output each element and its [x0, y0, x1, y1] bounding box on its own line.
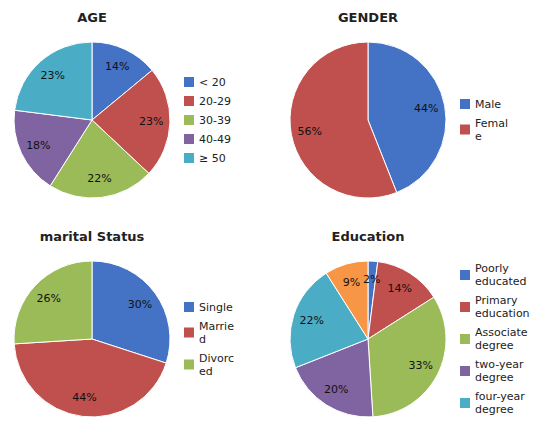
- data-label: 30%: [128, 298, 152, 311]
- slices: [14, 261, 170, 417]
- legend-entry: Male: [475, 98, 501, 111]
- legend-entry: Poorlyeducated: [475, 262, 527, 288]
- legend-entry: Female: [475, 117, 508, 143]
- chart-title: GENDER: [338, 10, 398, 25]
- legend-swatch: [184, 77, 194, 87]
- legend-entry: Associatedegree: [475, 326, 528, 352]
- chart-title: Education: [332, 229, 405, 244]
- legend-entry: ≥ 50: [199, 152, 226, 165]
- slices: [290, 42, 446, 198]
- legend-swatch: [460, 302, 470, 312]
- legend-swatch: [184, 134, 194, 144]
- data-label: 33%: [409, 359, 433, 372]
- legend-swatch: [460, 398, 470, 408]
- data-label: 14%: [105, 60, 129, 73]
- legend-entry: 30-39: [199, 114, 231, 127]
- pie-slice: [14, 261, 92, 344]
- pie-slice: [14, 339, 166, 417]
- legend-entry: Divorced: [199, 352, 234, 378]
- slice-labels: 14% 23% 22% 18% 23%: [26, 60, 163, 185]
- data-label: 44%: [414, 102, 438, 115]
- legend-swatch: [184, 302, 194, 312]
- legend: Poorlyeducated Primaryeducation Associated…: [460, 262, 530, 416]
- legend: < 20 20-29 30-39 40-49 ≥ 50: [184, 76, 231, 165]
- legend: Male Female: [460, 98, 508, 143]
- pie-slice: [326, 261, 368, 339]
- legend-entry: 40-49: [199, 133, 231, 146]
- legend-entry: Married: [199, 320, 234, 346]
- pie-slice: [15, 42, 92, 120]
- chart-figure: AGE 14% 23% 22% 18% 23% < 20 20-29 30-39 40-49 ≥ 5…: [0, 0, 552, 438]
- legend-swatch: [184, 96, 194, 106]
- data-label: 20%: [324, 383, 348, 396]
- data-label: 22%: [299, 314, 323, 327]
- slices: [290, 261, 446, 417]
- legend-entry: Single: [199, 301, 233, 314]
- legend-entry: Primaryeducation: [475, 294, 530, 320]
- legend-swatch: [184, 328, 194, 338]
- data-label: 18%: [26, 139, 50, 152]
- legend-swatch: [460, 270, 470, 280]
- pie-slice: [368, 297, 446, 417]
- pie-chart: GENDER 44% 56% Male Female: [290, 10, 508, 198]
- data-label: 26%: [37, 292, 61, 305]
- data-label: 56%: [298, 125, 322, 138]
- data-label: 23%: [139, 115, 163, 128]
- legend-swatch: [460, 125, 470, 135]
- legend-entry: four-yeardegree: [475, 390, 525, 416]
- legend-entry: two-yeardegree: [475, 358, 524, 384]
- pie-chart: Education2%14%33%20%22%9%PoorlyeducatedP…: [290, 229, 530, 417]
- legend-swatch: [184, 153, 194, 163]
- chart-title: AGE: [77, 10, 107, 25]
- legend-swatch: [460, 99, 470, 109]
- slice-labels: 30% 44% 26%: [37, 292, 153, 404]
- legend-entry: 20-29: [199, 95, 231, 108]
- data-label: 9%: [343, 276, 360, 289]
- legend: Single Married Divorced: [184, 301, 234, 378]
- legend-entry: < 20: [199, 76, 226, 89]
- data-label: 23%: [41, 69, 65, 82]
- slice-labels: 2% 14% 33% 20% 22% 9%: [299, 273, 433, 395]
- legend-swatch: [184, 360, 194, 370]
- slices: [14, 42, 170, 198]
- legend-swatch: [184, 115, 194, 125]
- pie-slice: [14, 110, 92, 186]
- slice-labels: 44% 56%: [298, 102, 439, 137]
- pie-chart: marital Status 30% 44% 26% Single Married Divo…: [14, 229, 234, 417]
- legend-swatch: [460, 366, 470, 376]
- legend-swatch: [460, 334, 470, 344]
- pie-slice: [290, 42, 397, 198]
- data-label: 22%: [87, 172, 111, 185]
- data-label: 14%: [388, 282, 412, 295]
- pie-chart: AGE 14% 23% 22% 18% 23% < 20 20-29 30-39 40-49 ≥ 5…: [14, 10, 231, 198]
- chart-title: marital Status: [40, 229, 145, 244]
- data-label: 2%: [363, 273, 380, 286]
- data-label: 44%: [72, 391, 96, 404]
